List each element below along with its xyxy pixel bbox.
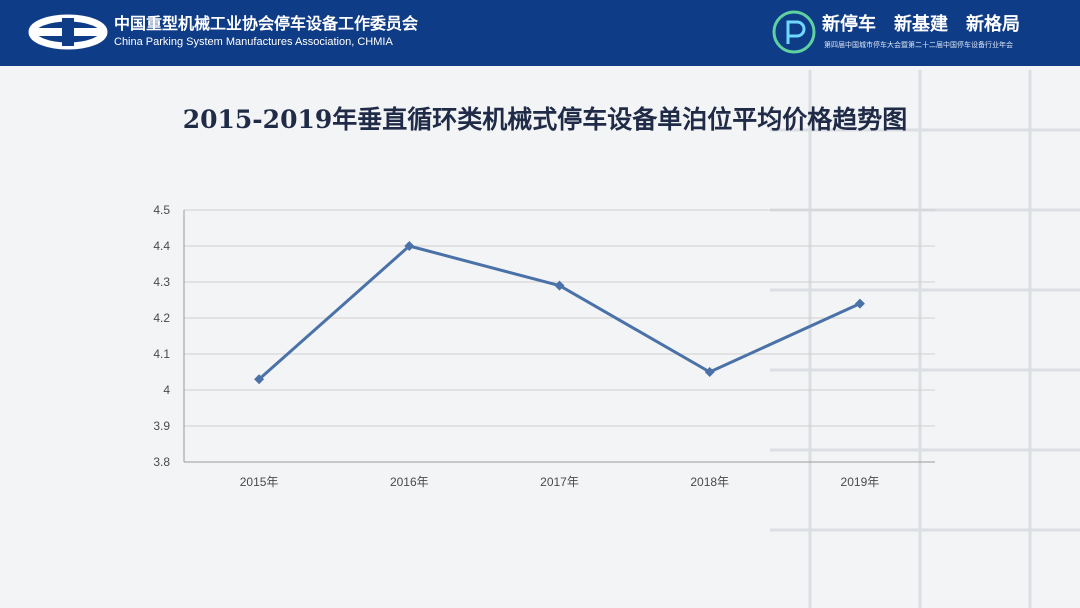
x-tick-label: 2017年 [540,475,579,489]
x-tick-label: 2016年 [390,475,429,489]
org-name-cn: 中国重型机械工业协会停车设备工作委员会 [114,14,419,33]
series-line [258,244,861,381]
chart-title: 2015-2019年垂直循环类机械式停车设备单泊位平均价格趋势图 [182,105,908,134]
slogan-1: 新停车 [822,14,876,35]
slogan-2: 新基建 [894,14,948,35]
y-tick-label: 3.9 [153,419,170,433]
x-axis-ticks: 2015年 2016年 2017年 2018年 2019年 [240,475,880,489]
conference-subline: 第四届中国城市停车大会暨第二十二届中国停车设备行业年会 [824,41,1013,49]
x-tick-label: 2015年 [240,475,279,489]
y-tick-label: 4 [163,383,170,397]
y-tick-label: 4.2 [153,311,170,325]
y-tick-label: 4.3 [153,275,170,289]
slogans: 新停车 新基建 新格局 [822,10,1020,36]
y-axis-ticks: 3.8 3.9 4 4.1 4.2 4.3 4.4 4.5 [153,203,170,469]
x-tick-label: 2019年 [841,475,880,489]
slogan-3: 新格局 [966,14,1020,35]
data-point-marker [404,241,415,251]
data-point-marker [704,367,715,377]
y-tick-label: 4.1 [153,347,170,361]
data-point-marker [854,298,865,309]
header-bar: 中国重型机械工业协会停车设备工作委员会 China Parking System… [0,0,1080,66]
data-point-marker [254,374,265,385]
y-tick-label: 4.4 [153,239,170,253]
y-tick-label: 4.5 [153,203,170,217]
chmia-logo-icon [28,14,108,50]
x-tick-label: 2018年 [690,475,729,489]
data-point-marker [554,280,565,291]
org-name-en: China Parking System Manufactures Associ… [114,36,393,48]
gridlines [183,209,935,463]
parking-p-logo-icon [772,10,816,54]
y-tick-label: 3.8 [153,455,170,469]
series-group [254,241,865,385]
